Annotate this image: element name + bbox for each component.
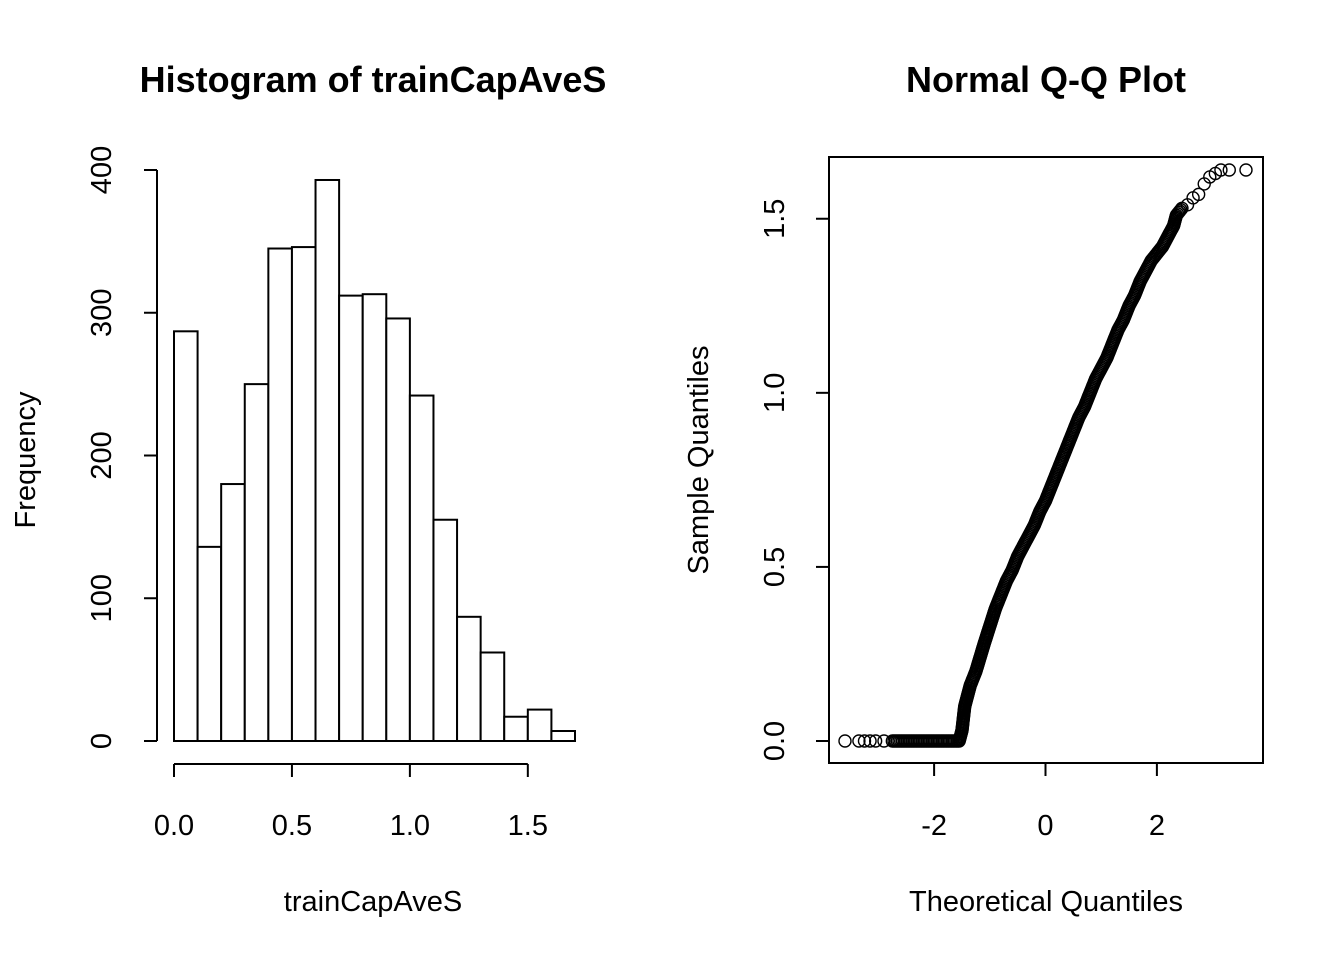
- histogram-bar: [385, 317, 411, 742]
- histogram-title: Histogram of trainCapAveS: [140, 59, 607, 100]
- histogram-bar: [432, 518, 459, 742]
- histogram-bar: [267, 247, 293, 742]
- histogram-bar: [479, 651, 506, 742]
- qq-plot-points: [838, 163, 1253, 748]
- histogram-x-tick-label: 0.0: [154, 810, 194, 842]
- histogram-x-label: trainCapAveS: [284, 886, 462, 918]
- qq-plot-panel: Normal Q-Q Plot Theoretical Quantiles Sa…: [683, 59, 1264, 918]
- histogram-bar: [290, 246, 317, 743]
- qq-plot-x-axis: -2 0 2: [921, 763, 1165, 842]
- qq-point: [1174, 202, 1188, 217]
- qq-plot-x-label: Theoretical Quantiles: [909, 886, 1183, 918]
- histogram-bar: [456, 615, 482, 742]
- qq-plot-title: Normal Q-Q Plot: [906, 59, 1186, 100]
- qq-point: [1222, 163, 1236, 177]
- qq-plot-x-tick-label: 2: [1149, 810, 1165, 842]
- histogram-y-tick-label: 100: [86, 574, 118, 622]
- qq-plot-y-axis: 0.0 0.5 1.0 1.5: [759, 199, 829, 761]
- qq-plot-y-tick-label: 1.5: [759, 199, 791, 239]
- histogram-bar: [361, 293, 388, 742]
- qq-plot-frame: [828, 156, 1264, 764]
- histogram-bar: [220, 483, 246, 742]
- qq-plot-x-tick-label: -2: [921, 810, 947, 842]
- qq-point: [863, 734, 877, 748]
- qq-plot-y-tick-label: 0.5: [759, 547, 791, 587]
- histogram-y-tick-label: 400: [86, 146, 118, 194]
- qq-point: [1191, 187, 1206, 202]
- qq-point: [838, 734, 852, 748]
- qq-point: [1214, 163, 1228, 177]
- histogram-bar: [196, 545, 223, 742]
- histogram-y-label: Frequency: [10, 391, 42, 529]
- histogram-y-tick-label: 200: [86, 431, 118, 479]
- histogram-bar: [550, 730, 576, 743]
- qq-point: [1239, 163, 1253, 177]
- histogram-bar: [503, 715, 529, 742]
- histogram-bar: [173, 330, 199, 742]
- qq-point: [868, 734, 883, 748]
- histogram-y-axis: 0 100 200 300 400: [86, 146, 158, 749]
- histogram-bar: [338, 294, 364, 742]
- qq-point: [1171, 205, 1186, 220]
- histogram-x-tick-label: 0.5: [272, 810, 312, 842]
- histogram-x-tick-label: 1.5: [508, 810, 548, 842]
- histogram-x-axis: 0.0 0.5 1.0 1.5: [154, 763, 548, 842]
- histogram-x-tick-label: 1.0: [390, 810, 430, 842]
- qq-point: [857, 734, 872, 748]
- histogram-bars: [173, 178, 576, 743]
- qq-plot-y-tick-label: 1.0: [759, 373, 791, 413]
- histogram-y-tick-label: 300: [86, 289, 118, 337]
- qq-plot-y-label: Sample Quantiles: [683, 346, 715, 575]
- histogram-bar: [243, 383, 270, 742]
- histogram-y-tick-label: 0: [86, 733, 118, 749]
- histogram-bar: [526, 708, 553, 742]
- histogram-bar: [408, 394, 435, 742]
- qq-plot-y-tick-label: 0.0: [759, 721, 791, 761]
- histogram-bar: [314, 178, 341, 742]
- histogram-panel: Histogram of trainCapAveS trainCapAveS F…: [10, 59, 606, 918]
- qq-point: [852, 734, 866, 748]
- qq-plot-x-tick-label: 0: [1037, 810, 1053, 842]
